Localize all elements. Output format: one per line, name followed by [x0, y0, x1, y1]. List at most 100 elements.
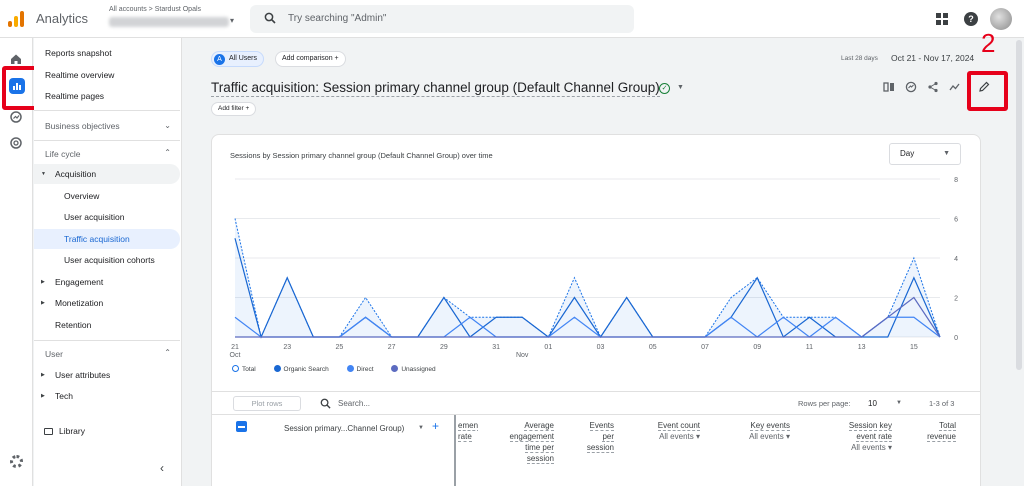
property-name-blurred[interactable]: [109, 17, 229, 27]
col-session-key-event-rate-label: Session key event rate: [848, 421, 892, 442]
pagination-range: 1-3 of 3: [929, 399, 955, 408]
home-icon[interactable]: [9, 52, 23, 66]
account-breadcrumb[interactable]: All accounts > Stardust Opals: [109, 6, 202, 13]
granularity-value: Day: [900, 149, 915, 158]
search-bar[interactable]: Try searching "Admin": [250, 5, 634, 33]
table-search-input[interactable]: Search...: [338, 399, 371, 408]
chevron-up-icon[interactable]: ⌃: [164, 348, 171, 357]
nav-monetization[interactable]: ▶ Monetization: [34, 293, 180, 313]
apps-grid-icon[interactable]: [936, 13, 948, 25]
nav-acquisition[interactable]: ▼ Acquisition: [34, 164, 180, 184]
share-icon[interactable]: [927, 81, 939, 93]
explore-icon[interactable]: [9, 110, 23, 124]
col-key-events[interactable]: Key events All events ▾: [738, 420, 790, 442]
x-tick-label: 25: [336, 344, 344, 351]
col-session-key-event-rate[interactable]: Session key event rate All events ▾: [830, 420, 892, 453]
legend-item-unassigned[interactable]: Unassigned: [391, 365, 443, 373]
series-line-direct: [234, 316, 941, 338]
date-range-picker[interactable]: Oct 21 - Nov 17, 2024: [891, 53, 975, 63]
caret-down-icon: ▼: [943, 150, 950, 157]
rows-per-page-select[interactable]: 10: [868, 399, 877, 408]
col-total-revenue[interactable]: Total revenue: [920, 420, 956, 442]
nav-user-attributes[interactable]: ▶ User attributes: [34, 365, 180, 385]
col-avg-engagement-time-label: Average engagement time per session: [509, 421, 554, 464]
chevron-down-icon[interactable]: ▾: [230, 16, 235, 25]
nav-user-acquisition[interactable]: User acquisition: [64, 212, 125, 222]
edit-pencil-icon[interactable]: [978, 81, 990, 93]
legend-item-organic[interactable]: Organic Search: [273, 365, 337, 373]
select-all-checkbox[interactable]: [236, 421, 247, 432]
nav-reports-snapshot[interactable]: Reports snapshot: [45, 48, 112, 58]
analytics-logo-icon[interactable]: [8, 11, 24, 27]
y-tick-label: 2: [954, 296, 958, 303]
nav-life-cycle[interactable]: Life cycle: [45, 149, 81, 159]
col-total-revenue-label: Total revenue: [927, 421, 956, 442]
add-filter-button[interactable]: Add filter +: [211, 102, 257, 116]
rows-per-page-label: Rows per page:: [798, 399, 851, 408]
chevron-down-icon[interactable]: ⌄: [164, 121, 171, 130]
caret-down-icon[interactable]: ▼: [677, 84, 684, 91]
date-range-label[interactable]: Last 28 days: [841, 55, 878, 62]
col-event-count[interactable]: Event count All events ▾: [642, 420, 700, 442]
col-avg-engagement-time[interactable]: Average engagement time per session: [500, 420, 554, 464]
table-toolbar: Plot rows Search... Rows per page: 10 ▼ …: [212, 391, 980, 415]
col-event-count-label: Event count: [657, 421, 700, 431]
series-line-total: [234, 218, 941, 339]
nav-business-objectives[interactable]: Business objectives: [45, 121, 120, 131]
app-name: Analytics: [36, 11, 89, 26]
nav-tech-label: Tech: [55, 391, 73, 401]
nav-realtime-pages[interactable]: Realtime pages: [45, 91, 105, 101]
collapse-nav-icon[interactable]: ‹: [160, 461, 164, 475]
dimension-header[interactable]: Session primary...Channel Group): [284, 424, 405, 433]
annotation-highlight-box: [967, 71, 1008, 111]
col-session-key-event-rate-filter[interactable]: All events ▾: [851, 443, 892, 452]
avatar[interactable]: [990, 8, 1012, 30]
nav-user-section[interactable]: User: [45, 349, 63, 359]
caret-down-icon[interactable]: ▼: [418, 425, 424, 431]
add-comparison-button[interactable]: Add comparison +: [275, 51, 346, 67]
col-events-per-session-label: Events per session: [586, 421, 614, 453]
reports-icon[interactable]: [9, 78, 25, 94]
chart-title: Sessions by Session primary channel grou…: [230, 151, 493, 160]
granularity-dropdown[interactable]: Day ▼: [889, 143, 961, 165]
advertising-icon[interactable]: [9, 136, 23, 150]
page-title[interactable]: Traffic acquisition: Session primary cha…: [211, 80, 660, 97]
nav-realtime-overview[interactable]: Realtime overview: [45, 70, 115, 80]
nav-engagement[interactable]: ▶ Engagement: [34, 272, 180, 292]
legend-item-total[interactable]: Total: [232, 365, 264, 373]
scrollbar-thumb[interactable]: [1016, 40, 1022, 370]
caret-down-icon[interactable]: ▼: [896, 400, 902, 406]
search-placeholder: Try searching "Admin": [288, 13, 387, 24]
nav-retention[interactable]: Retention: [55, 320, 92, 330]
col-event-count-filter[interactable]: All events ▾: [659, 432, 700, 441]
legend-item-direct[interactable]: Direct: [346, 365, 382, 373]
comparison-chip-all-users[interactable]: A All Users: [211, 51, 265, 67]
settings-gear-icon[interactable]: [10, 455, 23, 468]
col-engagement-rate[interactable]: ement rate: [458, 420, 478, 442]
check-circle-icon[interactable]: ✓: [659, 83, 670, 94]
y-tick-label: 4: [954, 256, 958, 263]
legend-label-unassigned: Unassigned: [401, 366, 436, 373]
help-icon[interactable]: ?: [964, 12, 978, 26]
nav-traffic-acquisition[interactable]: Traffic acquisition: [34, 229, 180, 249]
col-events-per-session[interactable]: Events per session: [582, 420, 614, 453]
col-key-events-filter[interactable]: All events ▾: [749, 432, 790, 441]
x-tick-label: 07: [701, 344, 709, 351]
insights-icon[interactable]: [905, 81, 917, 93]
caret-right-icon: ▶: [41, 372, 45, 378]
x-tick-label: 27: [388, 344, 396, 351]
nav-acquisition-overview[interactable]: Overview: [64, 191, 100, 201]
nav-tech[interactable]: ▶ Tech: [34, 386, 180, 406]
page-scrollbar[interactable]: [1014, 38, 1024, 486]
nav-library[interactable]: Library: [44, 426, 85, 436]
nav-divider: [34, 340, 180, 341]
nav-acquisition-label: Acquisition: [55, 169, 97, 179]
add-dimension-plus-icon[interactable]: +: [432, 419, 440, 433]
line-chart[interactable]: 0 2 4 6 8 21 23 25 27 29 31 01 03 05 07 09 11 13 15 Oct Nov: [212, 165, 980, 365]
trend-sparkle-icon[interactable]: [949, 81, 961, 93]
compare-columns-icon[interactable]: [883, 81, 895, 93]
plot-rows-button[interactable]: Plot rows: [233, 396, 301, 411]
nav-user-acquisition-cohorts[interactable]: User acquisition cohorts: [64, 255, 155, 265]
search-icon: [320, 398, 331, 409]
chevron-up-icon[interactable]: ⌃: [164, 148, 171, 157]
